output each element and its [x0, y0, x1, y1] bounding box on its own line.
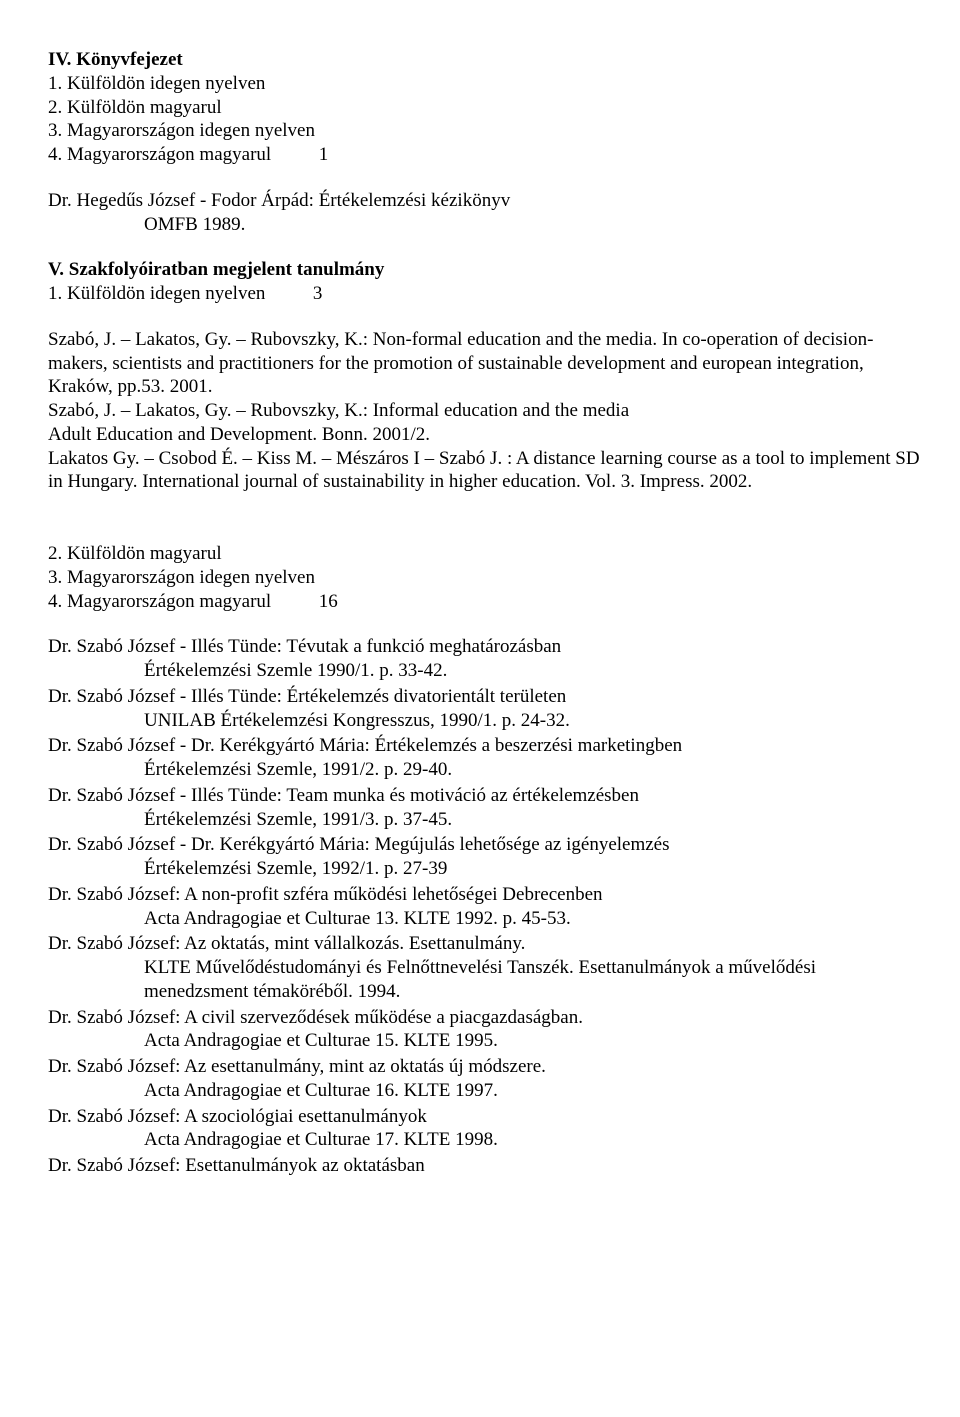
reference-entry: Dr. Szabó József: A civil szerveződések … — [48, 1006, 920, 1054]
reference-entry: Dr. Szabó József - Illés Tünde: Tévutak … — [48, 635, 920, 683]
list-item-label: 4. Magyarországon magyarul — [48, 143, 271, 167]
reference-title: Dr. Szabó József: A non-profit szféra mű… — [48, 883, 920, 907]
reference-entry: Dr. Szabó József - Dr. Kerékgyártó Mária… — [48, 734, 920, 782]
reference-entry: Dr. Szabó József: Esettanulmányok az okt… — [48, 1154, 920, 1178]
reference-title: Dr. Szabó József: A szociológiai esettan… — [48, 1105, 920, 1129]
list-item: 2. Külföldön magyarul — [48, 96, 920, 120]
reference-detail: OMFB 1989. — [48, 213, 920, 237]
reference-detail: Értékelemzési Szemle 1990/1. p. 33-42. — [48, 659, 920, 683]
list-item-count: 16 — [319, 590, 338, 614]
reference-detail: KLTE Művelődéstudományi és Felnőttnevelé… — [48, 956, 920, 1004]
reference-detail: Értékelemzési Szemle, 1991/3. p. 37-45. — [48, 808, 920, 832]
reference-title: Dr. Hegedűs József - Fodor Árpád: Értéke… — [48, 189, 920, 213]
reference-entry: Dr. Szabó József - Dr. Kerékgyártó Mária… — [48, 833, 920, 881]
reference-title: Dr. Szabó József: Az esettanulmány, mint… — [48, 1055, 920, 1079]
section-iv-heading: IV. Könyvfejezet — [48, 48, 920, 72]
reference-entry: Dr. Szabó József - Illés Tünde: Team mun… — [48, 784, 920, 832]
reference-title: Dr. Szabó József: Az oktatás, mint válla… — [48, 932, 920, 956]
reference-detail: Értékelemzési Szemle, 1992/1. p. 27-39 — [48, 857, 920, 881]
section-v-paragraph: Szabó, J. – Lakatos, Gy. – Rubovszky, K.… — [48, 328, 920, 494]
list-item: 4. Magyarországon magyarul 16 — [48, 590, 920, 614]
reference-entry: Dr. Hegedűs József - Fodor Árpád: Értéke… — [48, 189, 920, 237]
list-item: 3. Magyarországon idegen nyelven — [48, 119, 920, 143]
reference-entry: Dr. Szabó József: Az esettanulmány, mint… — [48, 1055, 920, 1103]
reference-entry: Dr. Szabó József: Az oktatás, mint válla… — [48, 932, 920, 1003]
list-item-label: 1. Külföldön idegen nyelven — [48, 282, 265, 306]
list-item: 2. Külföldön magyarul — [48, 542, 920, 566]
reference-detail: Acta Andragogiae et Culturae 16. KLTE 19… — [48, 1079, 920, 1103]
reference-entry: Dr. Szabó József - Illés Tünde: Értékele… — [48, 685, 920, 733]
list-item-count: 3 — [313, 282, 323, 306]
section-v-heading: V. Szakfolyóiratban megjelent tanulmány — [48, 258, 920, 282]
section-v-list2: 2. Külföldön magyarul 3. Magyarországon … — [48, 542, 920, 613]
reference-title: Dr. Szabó József - Dr. Kerékgyártó Mária… — [48, 833, 920, 857]
section-v: V. Szakfolyóiratban megjelent tanulmány … — [48, 258, 920, 306]
reference-detail: Acta Andragogiae et Culturae 15. KLTE 19… — [48, 1029, 920, 1053]
reference-detail: Acta Andragogiae et Culturae 17. KLTE 19… — [48, 1128, 920, 1152]
reference-title: Dr. Szabó József: A civil szerveződések … — [48, 1006, 920, 1030]
reference-detail: UNILAB Értékelemzési Kongresszus, 1990/1… — [48, 709, 920, 733]
reference-detail: Acta Andragogiae et Culturae 13. KLTE 19… — [48, 907, 920, 931]
reference-entry: Dr. Szabó József: A szociológiai esettan… — [48, 1105, 920, 1153]
list-item-count: 1 — [319, 143, 329, 167]
reference-title: Dr. Szabó József - Illés Tünde: Team mun… — [48, 784, 920, 808]
list-item: 4. Magyarországon magyarul 1 — [48, 143, 920, 167]
reference-title: Dr. Szabó József - Illés Tünde: Értékele… — [48, 685, 920, 709]
references-list: Dr. Szabó József - Illés Tünde: Tévutak … — [48, 635, 920, 1178]
reference-detail: Értékelemzési Szemle, 1991/2. p. 29-40. — [48, 758, 920, 782]
reference-title: Dr. Szabó József - Illés Tünde: Tévutak … — [48, 635, 920, 659]
reference-entry: Dr. Szabó József: A non-profit szféra mű… — [48, 883, 920, 931]
list-item: 3. Magyarországon idegen nyelven — [48, 566, 920, 590]
list-item: 1. Külföldön idegen nyelven 3 — [48, 282, 920, 306]
list-item: 1. Külföldön idegen nyelven — [48, 72, 920, 96]
section-iv: IV. Könyvfejezet 1. Külföldön idegen nye… — [48, 48, 920, 167]
reference-title: Dr. Szabó József - Dr. Kerékgyártó Mária… — [48, 734, 920, 758]
list-item-label: 4. Magyarországon magyarul — [48, 590, 271, 614]
reference-title: Dr. Szabó József: Esettanulmányok az okt… — [48, 1154, 920, 1178]
